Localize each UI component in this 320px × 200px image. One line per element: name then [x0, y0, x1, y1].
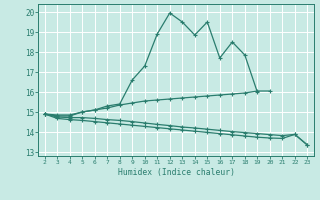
- X-axis label: Humidex (Indice chaleur): Humidex (Indice chaleur): [117, 168, 235, 177]
